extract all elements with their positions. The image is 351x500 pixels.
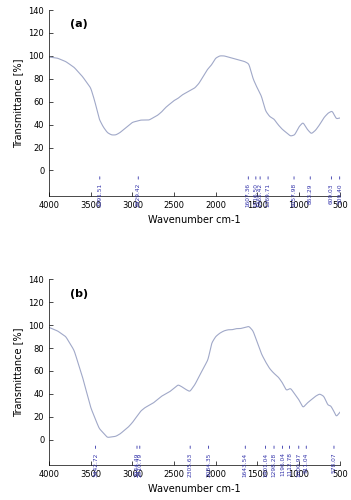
Text: 1369.71: 1369.71 bbox=[266, 183, 271, 207]
Text: 509.40: 509.40 bbox=[337, 183, 342, 204]
Text: 3442.72: 3442.72 bbox=[93, 452, 98, 477]
Text: 911.04: 911.04 bbox=[304, 452, 309, 473]
Text: 2929.42: 2929.42 bbox=[136, 183, 141, 208]
Text: 1516.50: 1516.50 bbox=[253, 183, 258, 207]
X-axis label: Wavenumber cm-1: Wavenumber cm-1 bbox=[148, 484, 241, 494]
Text: (b): (b) bbox=[69, 288, 88, 298]
Text: 2084.35: 2084.35 bbox=[206, 452, 211, 477]
Text: 863.29: 863.29 bbox=[308, 183, 313, 204]
Text: 2910.79: 2910.79 bbox=[137, 452, 142, 476]
Text: 1112.78: 1112.78 bbox=[287, 452, 292, 476]
Text: 1196.04: 1196.04 bbox=[280, 452, 285, 476]
Text: 2305.63: 2305.63 bbox=[188, 452, 193, 476]
Text: 2944.49: 2944.49 bbox=[134, 452, 139, 477]
Text: 1643.54: 1643.54 bbox=[243, 452, 248, 476]
Text: 609.03: 609.03 bbox=[329, 183, 334, 204]
X-axis label: Wavenumber cm-1: Wavenumber cm-1 bbox=[148, 215, 241, 225]
Text: 1607.36: 1607.36 bbox=[246, 183, 251, 207]
Text: 1401.04: 1401.04 bbox=[263, 452, 268, 476]
Text: 3391.51: 3391.51 bbox=[97, 183, 102, 207]
Text: 1057.98: 1057.98 bbox=[292, 183, 297, 208]
Text: 1465.42: 1465.42 bbox=[258, 183, 263, 207]
Text: (a): (a) bbox=[69, 20, 87, 30]
Text: 1298.28: 1298.28 bbox=[272, 452, 277, 476]
Text: 1000.97: 1000.97 bbox=[296, 452, 301, 476]
Y-axis label: Transmittance [%]: Transmittance [%] bbox=[13, 328, 23, 417]
Y-axis label: Transmittance [%]: Transmittance [%] bbox=[13, 58, 23, 148]
Text: 578.07: 578.07 bbox=[331, 452, 337, 473]
